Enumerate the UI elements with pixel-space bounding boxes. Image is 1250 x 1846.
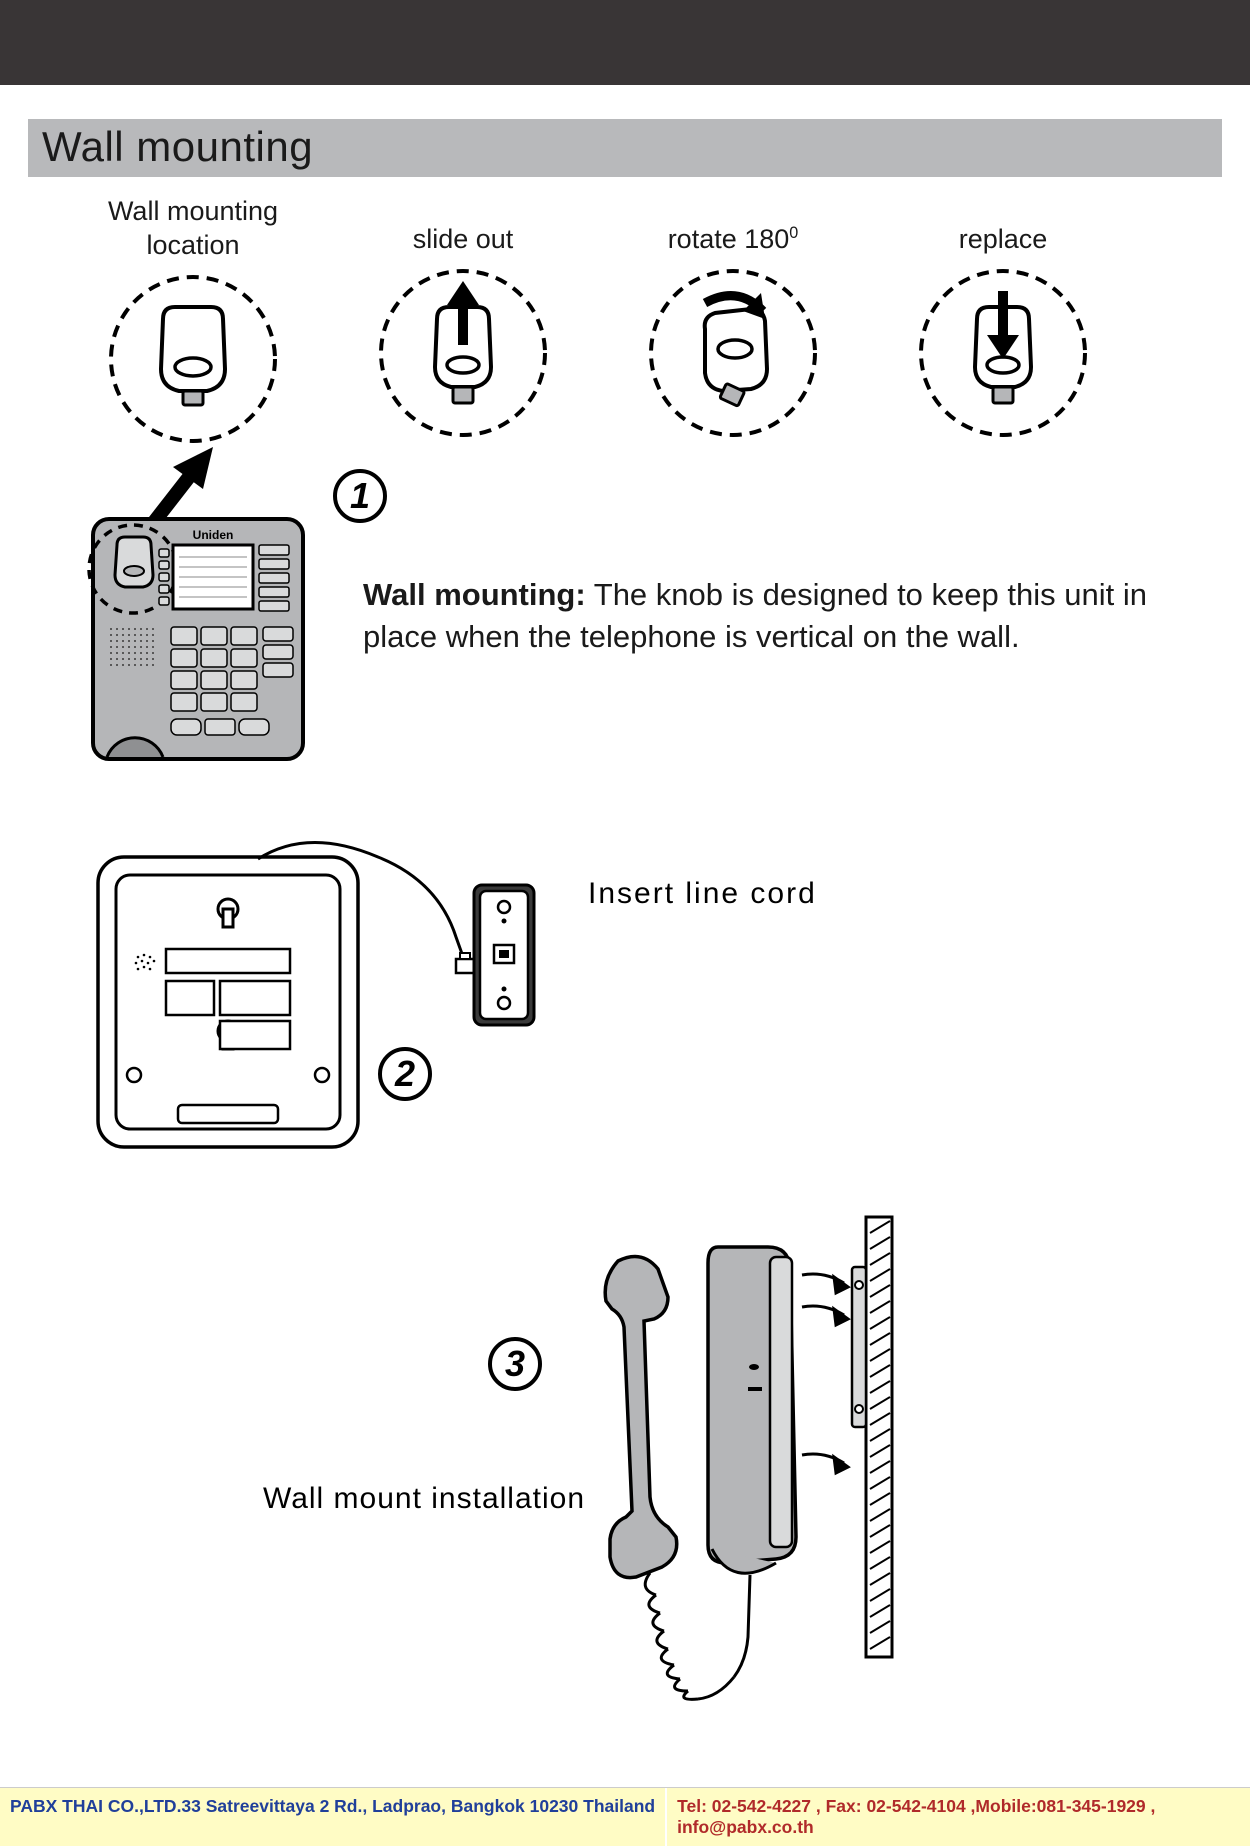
step-label: slide out: [358, 195, 568, 263]
page-footer: PABX THAI CO.,LTD.33 Satreevittaya 2 Rd.…: [0, 1787, 1250, 1846]
svg-text:Uniden: Uniden: [193, 528, 234, 542]
step-rotate: rotate 1800: [628, 195, 838, 449]
section-title: Wall mounting: [28, 119, 1222, 177]
page-body: Wall mounting Wall mountinglocation slid…: [0, 85, 1250, 1787]
insert-cord-label: Insert line cord: [588, 877, 817, 911]
wall-mounting-description: Wall mounting: The knob is designed to k…: [363, 574, 1183, 660]
knob-location-icon: [103, 269, 283, 449]
knob-replace-icon: [913, 263, 1093, 443]
knob-slideout-icon: [373, 263, 553, 443]
step-location: Wall mountinglocation: [88, 195, 298, 449]
knob-rotate-icon: [643, 263, 823, 443]
step-badge-1: 1: [333, 469, 387, 523]
insert-cord-block: Insert line cord 2: [78, 817, 1222, 1217]
knob-steps-row: Wall mountinglocation slide out: [88, 195, 1222, 449]
wall-install-block: 3 Wall mount installation: [78, 1227, 1222, 1747]
phone-back-icon: [78, 817, 598, 1217]
step-label: replace: [898, 195, 1108, 263]
step-replace: replace: [898, 195, 1108, 449]
footer-address: PABX THAI CO.,LTD.33 Satreevittaya 2 Rd.…: [0, 1788, 665, 1846]
step-label: Wall mountinglocation: [88, 195, 298, 269]
step-label: rotate 1800: [628, 195, 838, 263]
phone-front-block: Uniden: [63, 439, 563, 799]
footer-contact: Tel: 02-542-4227 , Fax: 02-542-4104 ,Mob…: [665, 1788, 1250, 1846]
step-badge-2: 2: [378, 1047, 432, 1101]
wall-install-icon: [518, 1197, 1218, 1717]
header-strip: [0, 0, 1250, 85]
step-slide-out: slide out: [358, 195, 568, 449]
